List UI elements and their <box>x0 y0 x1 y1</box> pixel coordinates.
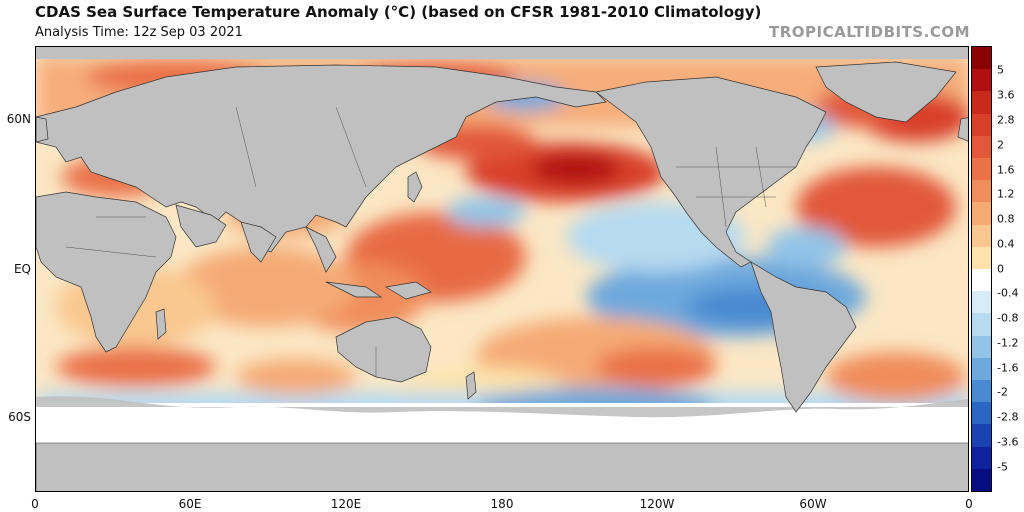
colorbar-tick-label: -5 <box>997 460 1008 474</box>
lon-label-0-east: 0 <box>965 497 973 511</box>
colorbar-swatch <box>972 402 991 425</box>
antarctica <box>36 442 968 491</box>
arctic-ice <box>36 47 968 59</box>
colorbar-swatch <box>972 313 991 337</box>
colorbar-swatch <box>972 180 991 203</box>
colorbar-swatch <box>972 69 991 92</box>
colorbar-tick-label: 2 <box>997 138 1004 152</box>
lat-label-eq: EQ <box>13 262 31 276</box>
lon-label-120e: 120E <box>330 497 362 511</box>
borders <box>65 106 796 377</box>
colorbar <box>971 46 992 492</box>
colorbar-swatch <box>972 113 991 137</box>
continents <box>36 61 968 413</box>
sst-anomaly-map <box>35 46 969 492</box>
colorbar-tick-label: 3.6 <box>997 88 1015 102</box>
lon-label-120w: 120W <box>639 497 675 511</box>
lon-label-60w: 60W <box>799 497 827 511</box>
colorbar-swatch <box>972 380 991 403</box>
colorbar-tick-label: 0 <box>997 262 1004 276</box>
lat-label-60n: 60N <box>6 112 31 126</box>
colorbar-tick-label: 1.2 <box>997 187 1015 201</box>
colorbar-swatch <box>972 135 991 159</box>
colorbar-tick-label: 0.8 <box>997 212 1015 226</box>
colorbar-tick-label: -1.2 <box>997 336 1019 350</box>
colorbar-swatch <box>972 357 991 381</box>
colorbar-tick-label: 2.8 <box>997 113 1015 127</box>
colorbar-tick-label: 0.4 <box>997 237 1015 251</box>
lat-label-60s: 60S <box>8 410 31 424</box>
colorbar-swatch <box>972 291 991 314</box>
colorbar-swatch <box>972 91 991 115</box>
lon-label-60e: 60E <box>178 497 202 511</box>
lon-label-180: 180 <box>490 497 514 511</box>
analysis-time: Analysis Time: 12z Sep 03 2021 <box>35 25 243 40</box>
colorbar-swatch <box>972 158 991 181</box>
colorbar-tick-label: 1.6 <box>997 163 1015 177</box>
colorbar-swatch <box>972 446 991 470</box>
colorbar-swatch <box>972 246 991 270</box>
colorbar-swatch <box>972 47 991 70</box>
colorbar-swatch <box>972 468 991 492</box>
colorbar-swatch <box>972 269 991 292</box>
colorbar-swatch <box>972 424 991 448</box>
colorbar-tick-label: -2 <box>997 385 1008 399</box>
colorbar-tick-label: -0.8 <box>997 311 1019 325</box>
map-title: CDAS Sea Surface Temperature Anomaly (°C… <box>35 3 762 21</box>
colorbar-tick-label: -0.4 <box>997 286 1019 300</box>
colorbar-tick-label: -2.8 <box>997 410 1019 424</box>
lon-label-0-west: 0 <box>31 497 39 511</box>
colorbar-swatch <box>972 202 991 226</box>
colorbar-swatch <box>972 335 991 359</box>
colorbar-tick-label: 5 <box>997 63 1004 77</box>
brand-watermark: TROPICALTIDBITS.COM <box>769 23 970 41</box>
colorbar-tick-label: -3.6 <box>997 435 1019 449</box>
colorbar-swatch <box>972 224 991 248</box>
colorbar-tick-label: -1.6 <box>997 361 1019 375</box>
